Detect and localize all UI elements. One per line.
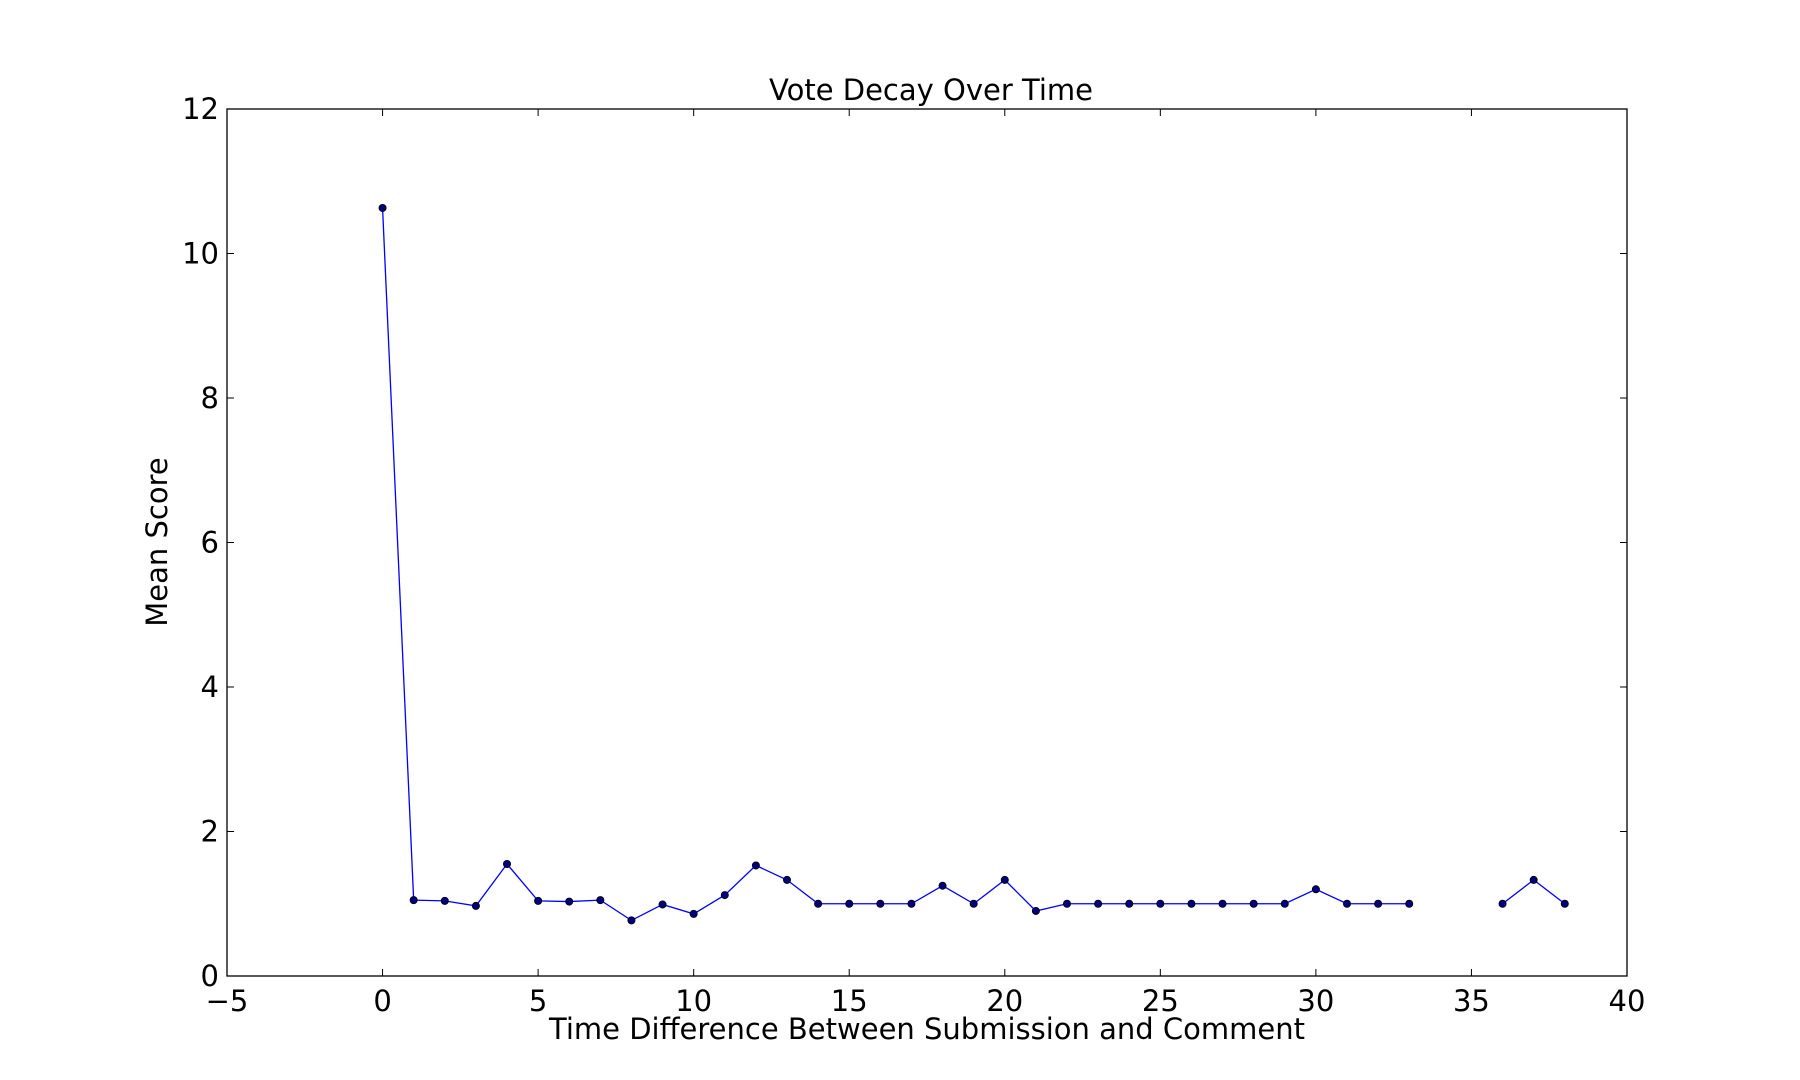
data-point (1280, 899, 1289, 908)
data-point (689, 909, 698, 918)
y-tick-label: 10 (182, 237, 219, 271)
data-point (378, 203, 387, 212)
data-point (845, 899, 854, 908)
x-tick-label: −5 (206, 984, 249, 1018)
x-tick-label: 30 (1297, 984, 1334, 1018)
series-line-segment (381, 207, 1410, 922)
x-tick-label: 10 (675, 984, 712, 1018)
x-axis-label: Time Difference Between Submission and C… (548, 1012, 1305, 1046)
data-point (1498, 899, 1507, 908)
data-point (1063, 899, 1072, 908)
data-point (1031, 906, 1040, 915)
x-axis: −5 0 5 10 15 20 25 30 35 40 (206, 109, 1646, 1018)
x-tick-label: 5 (529, 984, 547, 1018)
data-point (1343, 899, 1352, 908)
data-point (1094, 899, 1103, 908)
x-tick-label: 25 (1142, 984, 1179, 1018)
data-point (534, 896, 543, 905)
data-point (440, 896, 449, 905)
x-tick-label: 35 (1453, 984, 1490, 1018)
data-point (1560, 899, 1569, 908)
data-point (1187, 899, 1196, 908)
x-tick-label: 40 (1609, 984, 1646, 1018)
y-tick-label: 12 (182, 92, 219, 126)
data-point (876, 899, 885, 908)
data-point (471, 901, 480, 910)
data-point (1405, 899, 1414, 908)
y-tick-label: 8 (201, 381, 219, 415)
data-point (1374, 899, 1383, 908)
data-point (1218, 899, 1227, 908)
data-point (783, 875, 792, 884)
data-point (1249, 899, 1258, 908)
data-point (565, 897, 574, 906)
data-point (1125, 899, 1134, 908)
data-point (409, 896, 418, 905)
data-point (658, 900, 667, 909)
y-tick-label: 2 (201, 815, 219, 849)
data-point (969, 899, 978, 908)
data-point (502, 860, 511, 869)
chart-title: Vote Decay Over Time (769, 73, 1093, 107)
data-point (627, 916, 636, 925)
y-tick-label: 6 (201, 526, 219, 560)
x-tick-label: 15 (831, 984, 868, 1018)
data-point (938, 881, 947, 890)
data-point (1156, 899, 1165, 908)
data-point (751, 861, 760, 870)
data-point (1000, 875, 1009, 884)
plot-area (378, 203, 1569, 925)
y-tick-label: 0 (201, 959, 219, 993)
data-point (1311, 885, 1320, 894)
y-axis: 0 2 4 6 8 10 12 (182, 92, 1627, 993)
data-point (596, 896, 605, 905)
x-tick-label: 0 (373, 984, 391, 1018)
data-point (1529, 875, 1538, 884)
y-axis-label: Mean Score (140, 457, 174, 626)
data-point (720, 891, 729, 900)
x-tick-label: 20 (986, 984, 1023, 1018)
y-tick-label: 4 (201, 670, 219, 704)
data-point (814, 899, 823, 908)
data-point (907, 899, 916, 908)
